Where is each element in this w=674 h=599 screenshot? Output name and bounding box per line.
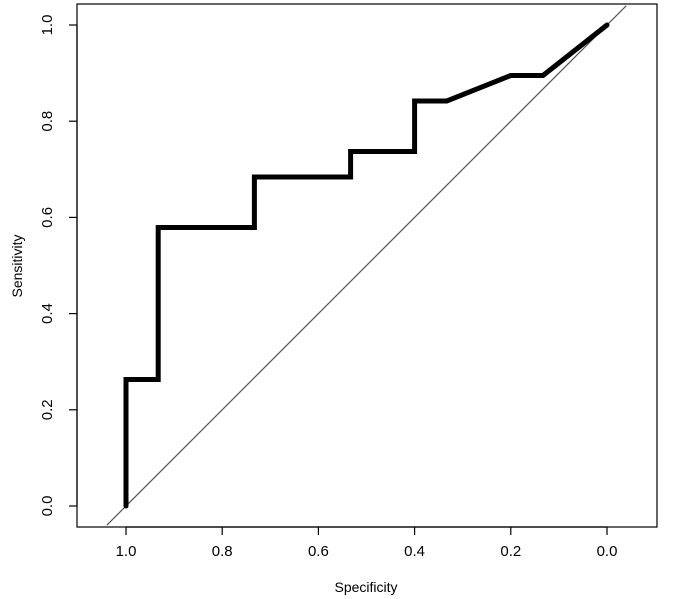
diagonal-reference-line <box>106 5 627 526</box>
y-tick-label: 0.6 <box>39 207 56 228</box>
series-layer <box>106 5 627 526</box>
y-tick-label: 0.2 <box>39 399 56 420</box>
y-tick-label: 0.0 <box>39 496 56 517</box>
y-tick-label: 0.8 <box>39 111 56 132</box>
y-axis-title: Sensitivity <box>9 234 25 297</box>
x-tick-label: 0.8 <box>212 543 233 560</box>
x-tick-label: 1.0 <box>116 543 137 560</box>
y-axis: 0.0 0.2 0.4 0.6 0.8 1.0 <box>39 15 78 517</box>
x-tick-label: 0.2 <box>500 543 521 560</box>
x-tick-label: 0.4 <box>404 543 425 560</box>
x-axis-title: Specificity <box>334 579 397 595</box>
y-tick-label: 0.4 <box>39 303 56 324</box>
roc-curve <box>123 22 610 509</box>
x-tick-label: 0.0 <box>597 543 618 560</box>
x-axis: 1.0 0.8 0.6 0.4 0.2 0.0 <box>116 526 618 560</box>
x-tick-label: 0.6 <box>308 543 329 560</box>
y-tick-label: 1.0 <box>39 15 56 36</box>
